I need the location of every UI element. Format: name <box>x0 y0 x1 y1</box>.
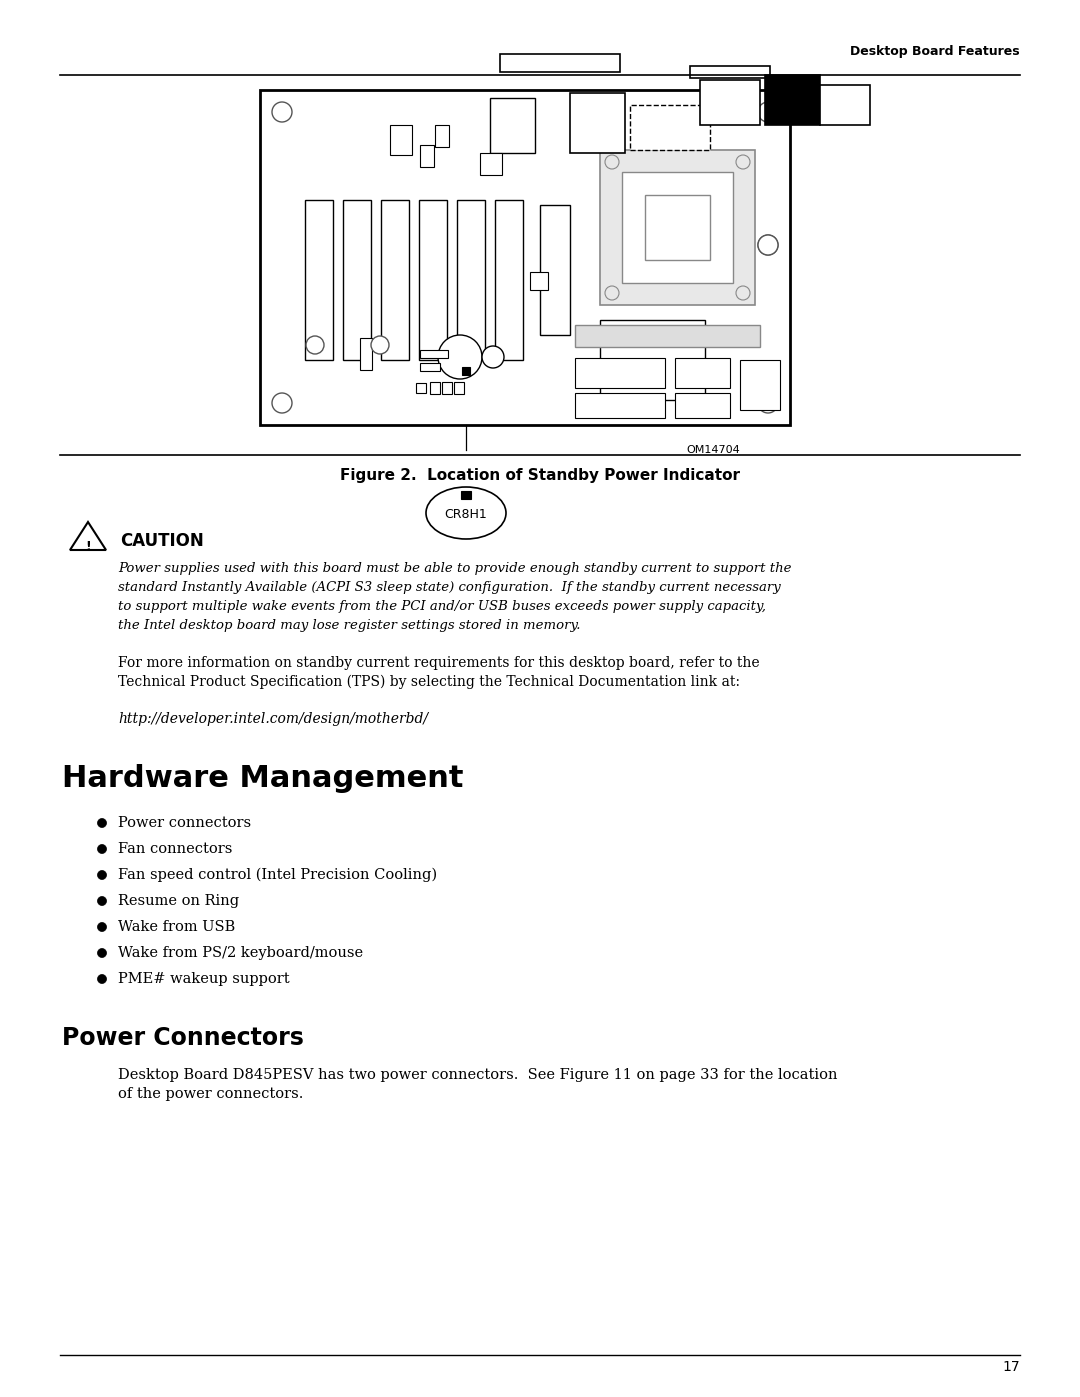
Bar <box>416 383 426 393</box>
Bar <box>740 360 780 409</box>
Bar <box>454 381 464 394</box>
Polygon shape <box>70 522 106 550</box>
Circle shape <box>97 845 107 854</box>
Text: Desktop Board D845PESV has two power connectors.  See Figure 11 on page 33 for t: Desktop Board D845PESV has two power con… <box>118 1067 837 1083</box>
Bar <box>765 75 820 124</box>
Bar <box>645 196 710 260</box>
Text: Fan speed control (Intel Precision Cooling): Fan speed control (Intel Precision Cooli… <box>118 868 437 883</box>
Text: Wake from USB: Wake from USB <box>118 921 235 935</box>
Bar <box>419 200 447 360</box>
Text: Wake from PS/2 keyboard/mouse: Wake from PS/2 keyboard/mouse <box>118 946 363 960</box>
Bar <box>820 85 870 124</box>
Circle shape <box>605 286 619 300</box>
Bar <box>442 381 453 394</box>
Text: the Intel desktop board may lose register settings stored in memory.: the Intel desktop board may lose registe… <box>118 619 581 631</box>
Bar <box>420 145 434 168</box>
Text: Power Connectors: Power Connectors <box>62 1025 303 1051</box>
Bar <box>495 200 523 360</box>
Bar <box>381 200 409 360</box>
Text: OM14704: OM14704 <box>686 446 740 455</box>
Bar <box>630 105 710 149</box>
Circle shape <box>735 155 750 169</box>
Text: Fan connectors: Fan connectors <box>118 842 232 856</box>
Text: Desktop Board Features: Desktop Board Features <box>850 45 1020 59</box>
Bar <box>540 205 570 335</box>
Bar <box>500 54 620 73</box>
Text: to support multiple wake events from the PCI and/or USB buses exceeds power supp: to support multiple wake events from the… <box>118 599 766 613</box>
Text: Power supplies used with this board must be able to provide enough standby curre: Power supplies used with this board must… <box>118 562 792 576</box>
Circle shape <box>97 870 107 880</box>
Text: standard Instantly Available (ACPI S3 sleep state) configuration.  If the standb: standard Instantly Available (ACPI S3 sl… <box>118 581 781 594</box>
Text: http://developer.intel.com/design/motherbd/: http://developer.intel.com/design/mother… <box>118 712 428 726</box>
Ellipse shape <box>482 346 504 367</box>
Text: Figure 2.  Location of Standby Power Indicator: Figure 2. Location of Standby Power Indi… <box>340 468 740 483</box>
Circle shape <box>758 102 778 122</box>
Text: 17: 17 <box>1002 1361 1020 1375</box>
Text: Power connectors: Power connectors <box>118 816 252 830</box>
Circle shape <box>758 393 778 414</box>
Text: Resume on Ring: Resume on Ring <box>118 894 239 908</box>
Circle shape <box>272 393 292 414</box>
Circle shape <box>735 286 750 300</box>
Text: Technical Product Specification (TPS) by selecting the Technical Documentation l: Technical Product Specification (TPS) by… <box>118 675 740 689</box>
Text: For more information on standby current requirements for this desktop board, ref: For more information on standby current … <box>118 657 759 671</box>
Bar <box>622 172 733 284</box>
Bar <box>700 80 760 124</box>
Circle shape <box>758 235 778 256</box>
Circle shape <box>97 975 107 983</box>
Bar <box>575 326 760 346</box>
Bar <box>360 338 372 370</box>
Bar <box>462 367 470 374</box>
Ellipse shape <box>426 488 507 539</box>
Text: CR8H1: CR8H1 <box>445 509 487 521</box>
Bar <box>575 358 665 388</box>
Bar <box>461 490 471 499</box>
Text: CAUTION: CAUTION <box>120 532 204 550</box>
Circle shape <box>97 819 107 827</box>
Bar <box>490 98 535 154</box>
Circle shape <box>758 235 778 256</box>
Bar <box>600 149 755 305</box>
Bar <box>675 393 730 418</box>
Bar <box>343 200 372 360</box>
Bar <box>600 320 705 400</box>
Text: !: ! <box>85 539 91 552</box>
Bar <box>480 154 502 175</box>
Bar <box>570 94 625 154</box>
Bar <box>690 66 770 78</box>
Circle shape <box>272 102 292 122</box>
Bar <box>430 381 440 394</box>
Bar <box>675 358 730 388</box>
Circle shape <box>97 949 107 957</box>
Bar <box>575 393 665 418</box>
Text: of the power connectors.: of the power connectors. <box>118 1087 303 1101</box>
Bar <box>420 363 440 372</box>
Bar <box>420 351 448 358</box>
Circle shape <box>372 337 389 353</box>
Bar <box>390 124 411 155</box>
Bar <box>530 272 548 291</box>
Circle shape <box>306 337 324 353</box>
Text: Hardware Management: Hardware Management <box>62 764 463 793</box>
Bar <box>435 124 449 147</box>
Bar <box>260 89 789 425</box>
Text: PME# wakeup support: PME# wakeup support <box>118 972 289 986</box>
Circle shape <box>605 155 619 169</box>
Bar <box>457 200 485 360</box>
Circle shape <box>97 922 107 932</box>
Circle shape <box>438 335 482 379</box>
Circle shape <box>97 897 107 905</box>
Bar <box>305 200 333 360</box>
